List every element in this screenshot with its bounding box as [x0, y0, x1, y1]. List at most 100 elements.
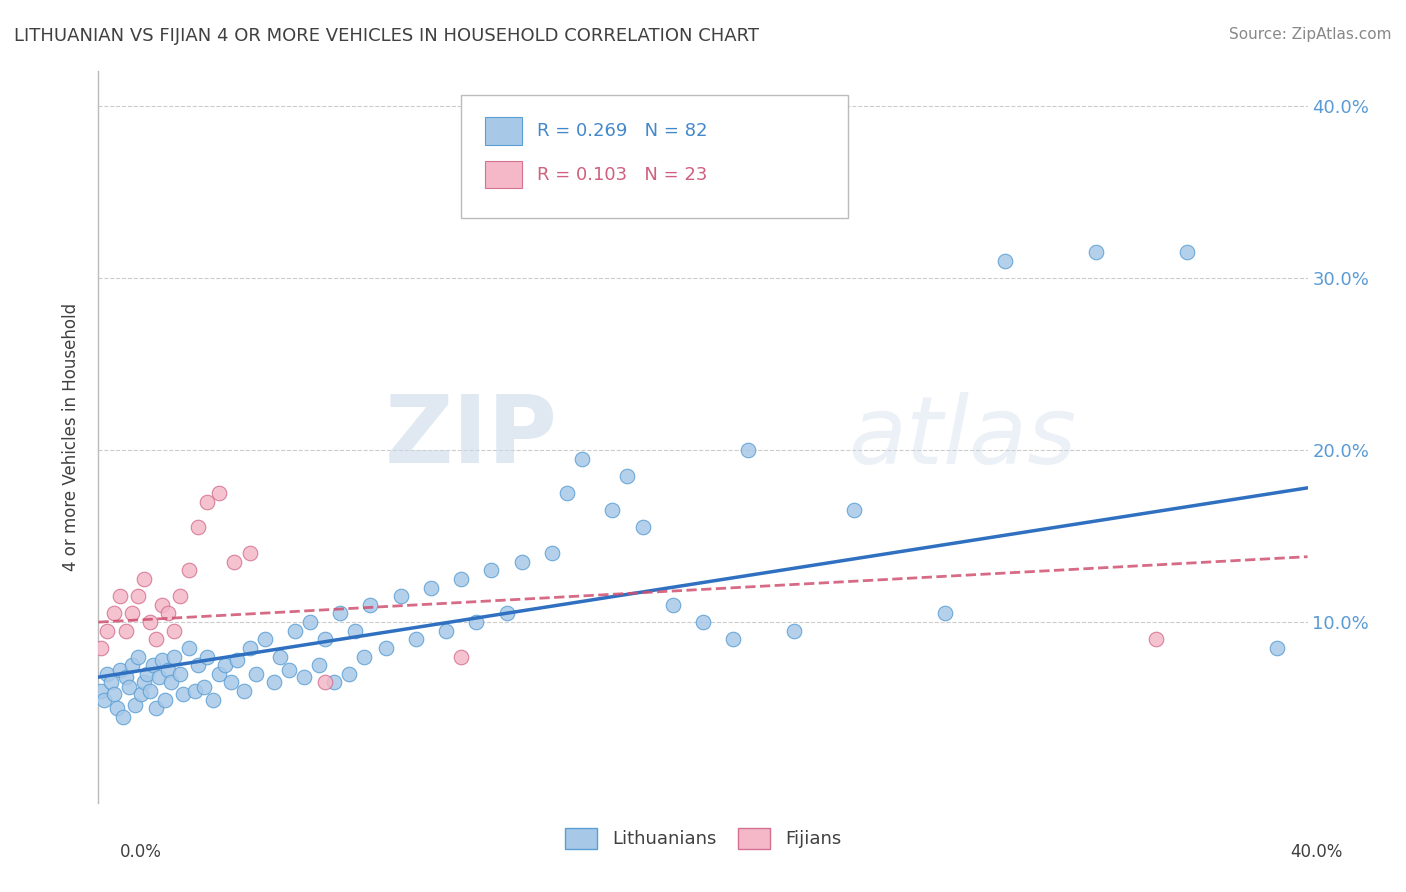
- Point: [337, 666, 360, 681]
- Point: [118, 681, 141, 695]
- Point: [93, 692, 115, 706]
- Point: [100, 675, 122, 690]
- Point: [156, 607, 179, 621]
- Text: 0.0%: 0.0%: [120, 843, 162, 861]
- Point: [353, 649, 375, 664]
- Point: [179, 564, 201, 578]
- Point: [481, 564, 503, 578]
- Point: [103, 687, 125, 701]
- Point: [150, 653, 173, 667]
- Point: [239, 546, 262, 560]
- Point: [1085, 245, 1108, 260]
- FancyBboxPatch shape: [485, 161, 522, 188]
- Point: [163, 624, 186, 638]
- Point: [737, 442, 759, 457]
- Point: [783, 624, 806, 638]
- Point: [153, 692, 176, 706]
- Point: [111, 710, 134, 724]
- Point: [121, 607, 143, 621]
- Point: [994, 253, 1017, 268]
- Point: [224, 555, 246, 569]
- Point: [195, 649, 218, 664]
- Point: [108, 589, 131, 603]
- Point: [450, 572, 472, 586]
- Text: R = 0.103   N = 23: R = 0.103 N = 23: [537, 166, 707, 185]
- Point: [631, 520, 654, 534]
- Point: [195, 494, 218, 508]
- Point: [127, 649, 149, 664]
- Point: [96, 666, 118, 681]
- Text: LITHUANIAN VS FIJIAN 4 OR MORE VEHICLES IN HOUSEHOLD CORRELATION CHART: LITHUANIAN VS FIJIAN 4 OR MORE VEHICLES …: [14, 27, 759, 45]
- Point: [344, 624, 367, 638]
- Point: [540, 546, 562, 560]
- Point: [169, 666, 191, 681]
- Point: [124, 698, 146, 712]
- Point: [232, 684, 254, 698]
- Point: [844, 503, 866, 517]
- Point: [90, 640, 112, 655]
- Point: [450, 649, 472, 664]
- Point: [156, 663, 179, 677]
- Point: [103, 607, 125, 621]
- Point: [323, 675, 346, 690]
- Point: [292, 670, 315, 684]
- Point: [105, 701, 128, 715]
- Point: [169, 589, 191, 603]
- Point: [226, 653, 249, 667]
- Point: [571, 451, 593, 466]
- Point: [269, 649, 291, 664]
- Point: [661, 598, 683, 612]
- Point: [172, 687, 194, 701]
- Point: [299, 615, 322, 629]
- Point: [145, 701, 167, 715]
- Point: [145, 632, 167, 647]
- Point: [163, 649, 186, 664]
- Point: [193, 681, 215, 695]
- Point: [1267, 640, 1289, 655]
- Point: [184, 684, 207, 698]
- Point: [150, 598, 173, 612]
- Point: [374, 640, 396, 655]
- Point: [555, 486, 578, 500]
- Point: [239, 640, 262, 655]
- Point: [253, 632, 276, 647]
- Point: [616, 468, 638, 483]
- Point: [148, 670, 170, 684]
- Point: [179, 640, 201, 655]
- Point: [245, 666, 267, 681]
- Point: [723, 632, 745, 647]
- Point: [114, 670, 136, 684]
- Point: [114, 624, 136, 638]
- Point: [142, 658, 165, 673]
- Y-axis label: 4 or more Vehicles in Household: 4 or more Vehicles in Household: [62, 303, 80, 571]
- Point: [121, 658, 143, 673]
- Point: [139, 684, 162, 698]
- FancyBboxPatch shape: [461, 95, 848, 218]
- Point: [434, 624, 457, 638]
- Legend: Lithuanians, Fijians: Lithuanians, Fijians: [558, 821, 848, 856]
- Point: [187, 520, 209, 534]
- Point: [1144, 632, 1167, 647]
- Point: [389, 589, 412, 603]
- Point: [420, 581, 443, 595]
- Point: [208, 486, 231, 500]
- Point: [135, 666, 157, 681]
- FancyBboxPatch shape: [485, 117, 522, 145]
- Text: atlas: atlas: [848, 392, 1077, 483]
- Point: [329, 607, 352, 621]
- Point: [495, 607, 517, 621]
- Point: [308, 658, 330, 673]
- Point: [127, 589, 149, 603]
- Point: [1175, 245, 1198, 260]
- Text: ZIP: ZIP: [385, 391, 558, 483]
- Point: [692, 615, 714, 629]
- Point: [602, 503, 624, 517]
- Point: [202, 692, 225, 706]
- Point: [405, 632, 427, 647]
- Point: [208, 666, 231, 681]
- Point: [129, 687, 152, 701]
- Point: [277, 663, 299, 677]
- Point: [465, 615, 488, 629]
- Point: [90, 684, 112, 698]
- Point: [510, 555, 533, 569]
